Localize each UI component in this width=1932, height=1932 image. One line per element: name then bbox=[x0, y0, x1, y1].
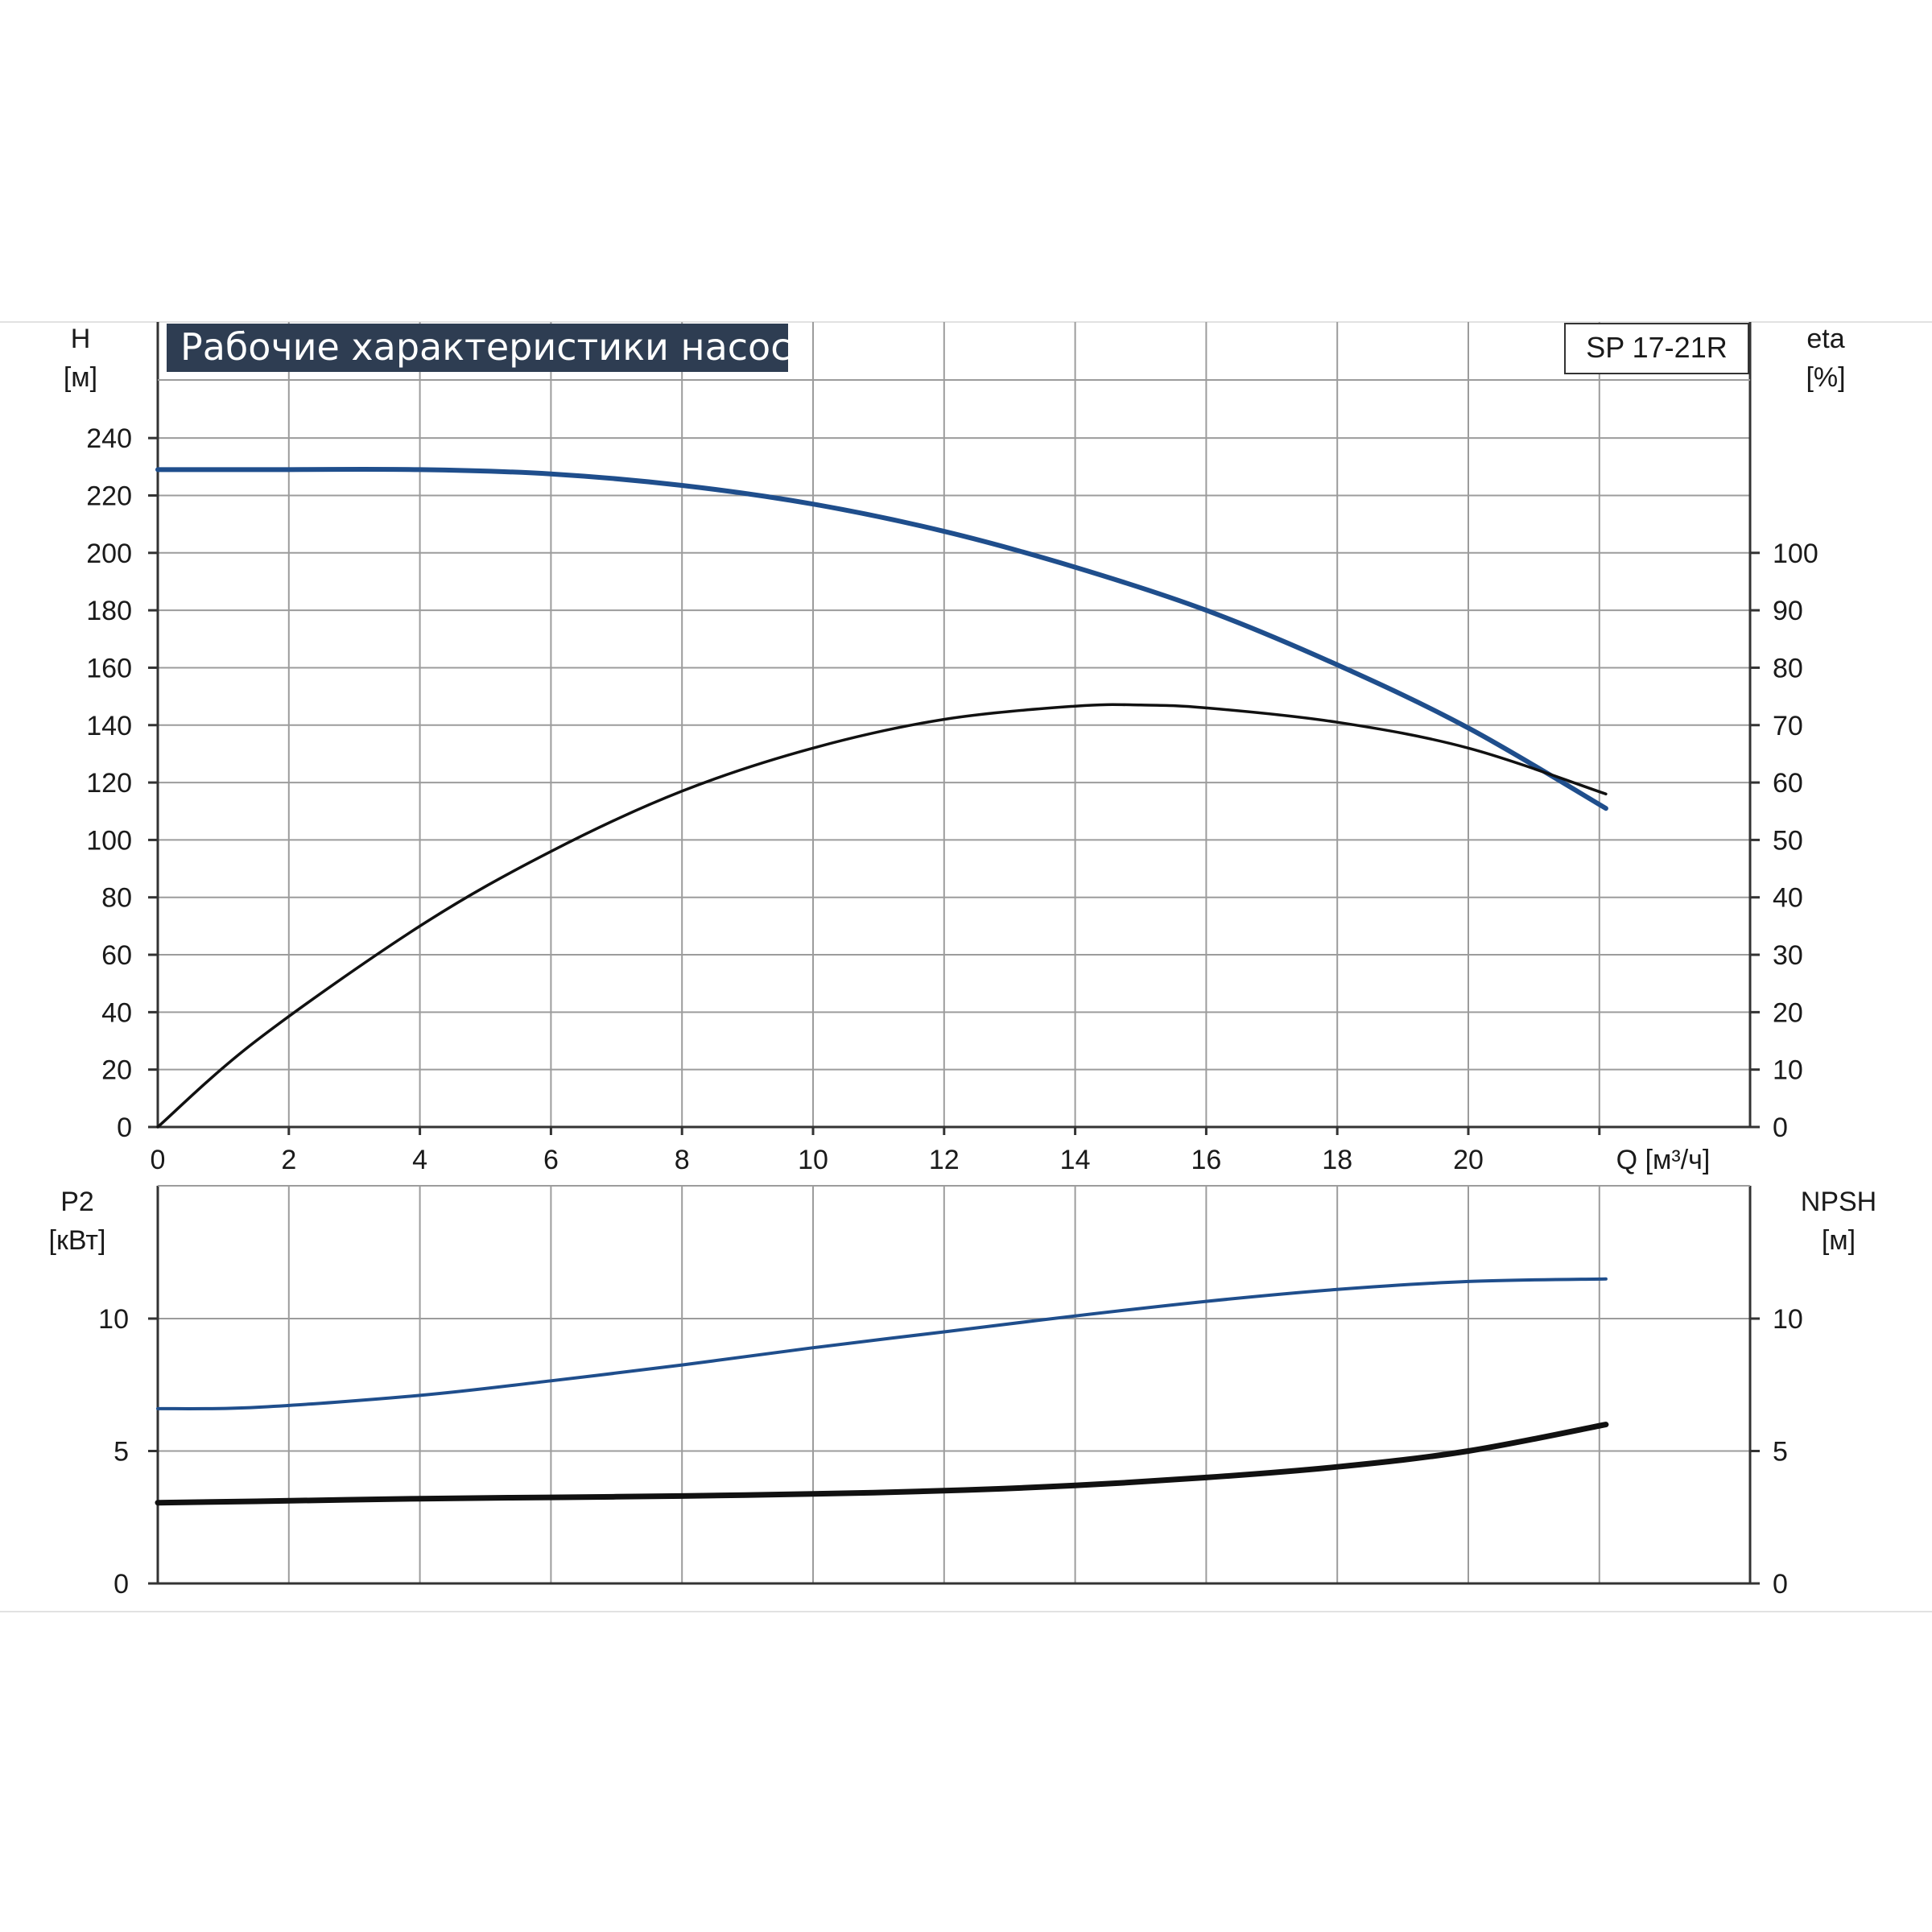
h-tick-label: 200 bbox=[86, 539, 132, 569]
npsh-curve bbox=[155, 1422, 1609, 1506]
q-tick-label: 8 bbox=[675, 1145, 690, 1175]
h-tick-label: 40 bbox=[101, 997, 132, 1028]
eta-tick-label: 40 bbox=[1773, 883, 1803, 914]
h-tick-label: 100 bbox=[86, 825, 132, 856]
curves bbox=[155, 467, 1609, 1506]
q-tick-label: 20 bbox=[1453, 1145, 1484, 1175]
q-tick-label: 14 bbox=[1060, 1145, 1091, 1175]
q-tick-label: 16 bbox=[1191, 1145, 1221, 1175]
eta-tick-label: 0 bbox=[1773, 1113, 1788, 1143]
h-tick-label: 60 bbox=[101, 940, 132, 971]
lower-tick-labels: 0 5 10 0 5 10 bbox=[98, 1304, 1803, 1600]
eta-axis-label: eta bbox=[1806, 324, 1844, 354]
h-tick-label: 160 bbox=[86, 653, 132, 683]
eta-tick-label: 70 bbox=[1773, 711, 1803, 741]
h-axis-label: H bbox=[71, 324, 91, 354]
h-tick-label: 120 bbox=[86, 768, 132, 799]
q-tick-label: 6 bbox=[543, 1145, 559, 1175]
h-tick-label: 180 bbox=[86, 596, 132, 626]
eta-curve bbox=[156, 703, 1608, 1129]
eta-tick-label: 30 bbox=[1773, 940, 1803, 971]
npsh-tick-label: 0 bbox=[1773, 1569, 1788, 1600]
upper-plot-frame bbox=[156, 322, 1752, 1129]
h-tick-label: 220 bbox=[86, 481, 132, 511]
p2-tick-label: 5 bbox=[114, 1437, 129, 1468]
p2-axis-unit: [кВт] bbox=[49, 1225, 106, 1256]
h-tick-label: 140 bbox=[86, 711, 132, 741]
upper-tick-labels: 0204060801001201401601802002202400102030… bbox=[86, 423, 1818, 1175]
p2-curve bbox=[156, 1277, 1608, 1410]
model-label: SP 17-21R bbox=[1586, 331, 1727, 364]
eta-tick-label: 50 bbox=[1773, 825, 1803, 856]
q-tick-label: 12 bbox=[929, 1145, 960, 1175]
h-axis-unit: [м] bbox=[64, 362, 97, 393]
q-tick-label: 0 bbox=[151, 1145, 166, 1175]
npsh-tick-label: 10 bbox=[1773, 1304, 1803, 1335]
npsh-axis-label: NPSH bbox=[1801, 1187, 1876, 1217]
eta-tick-label: 10 bbox=[1773, 1055, 1803, 1086]
eta-tick-label: 90 bbox=[1773, 596, 1803, 626]
p2-axis-label: P2 bbox=[60, 1187, 94, 1217]
eta-tick-label: 100 bbox=[1773, 539, 1818, 569]
npsh-axis-unit: [м] bbox=[1822, 1225, 1856, 1256]
title-box bbox=[167, 324, 788, 372]
q-tick-label: 10 bbox=[798, 1145, 828, 1175]
q-tick-label: 2 bbox=[281, 1145, 296, 1175]
h-curve bbox=[155, 467, 1608, 811]
eta-tick-label: 60 bbox=[1773, 768, 1803, 799]
lower-grid bbox=[148, 1186, 1760, 1585]
q-tick-label: 4 bbox=[412, 1145, 427, 1175]
eta-tick-label: 80 bbox=[1773, 653, 1803, 683]
eta-tick-label: 20 bbox=[1773, 997, 1803, 1028]
h-tick-label: 80 bbox=[101, 883, 132, 914]
chart-title: Рабочие характеристики насоса bbox=[180, 325, 814, 369]
q-tick-label: 18 bbox=[1322, 1145, 1352, 1175]
q-axis-label: Q [м³/ч] bbox=[1616, 1145, 1711, 1175]
h-tick-label: 240 bbox=[86, 423, 132, 454]
h-tick-label: 0 bbox=[117, 1113, 132, 1143]
model-box bbox=[1564, 323, 1749, 374]
upper-grid bbox=[148, 322, 1760, 1135]
p2-tick-label: 10 bbox=[98, 1304, 129, 1335]
lower-plot-frame bbox=[156, 1185, 1752, 1585]
p2-tick-label: 0 bbox=[114, 1569, 129, 1600]
eta-axis-unit: [%] bbox=[1806, 362, 1845, 393]
npsh-tick-label: 5 bbox=[1773, 1437, 1788, 1468]
h-tick-label: 20 bbox=[101, 1055, 132, 1086]
